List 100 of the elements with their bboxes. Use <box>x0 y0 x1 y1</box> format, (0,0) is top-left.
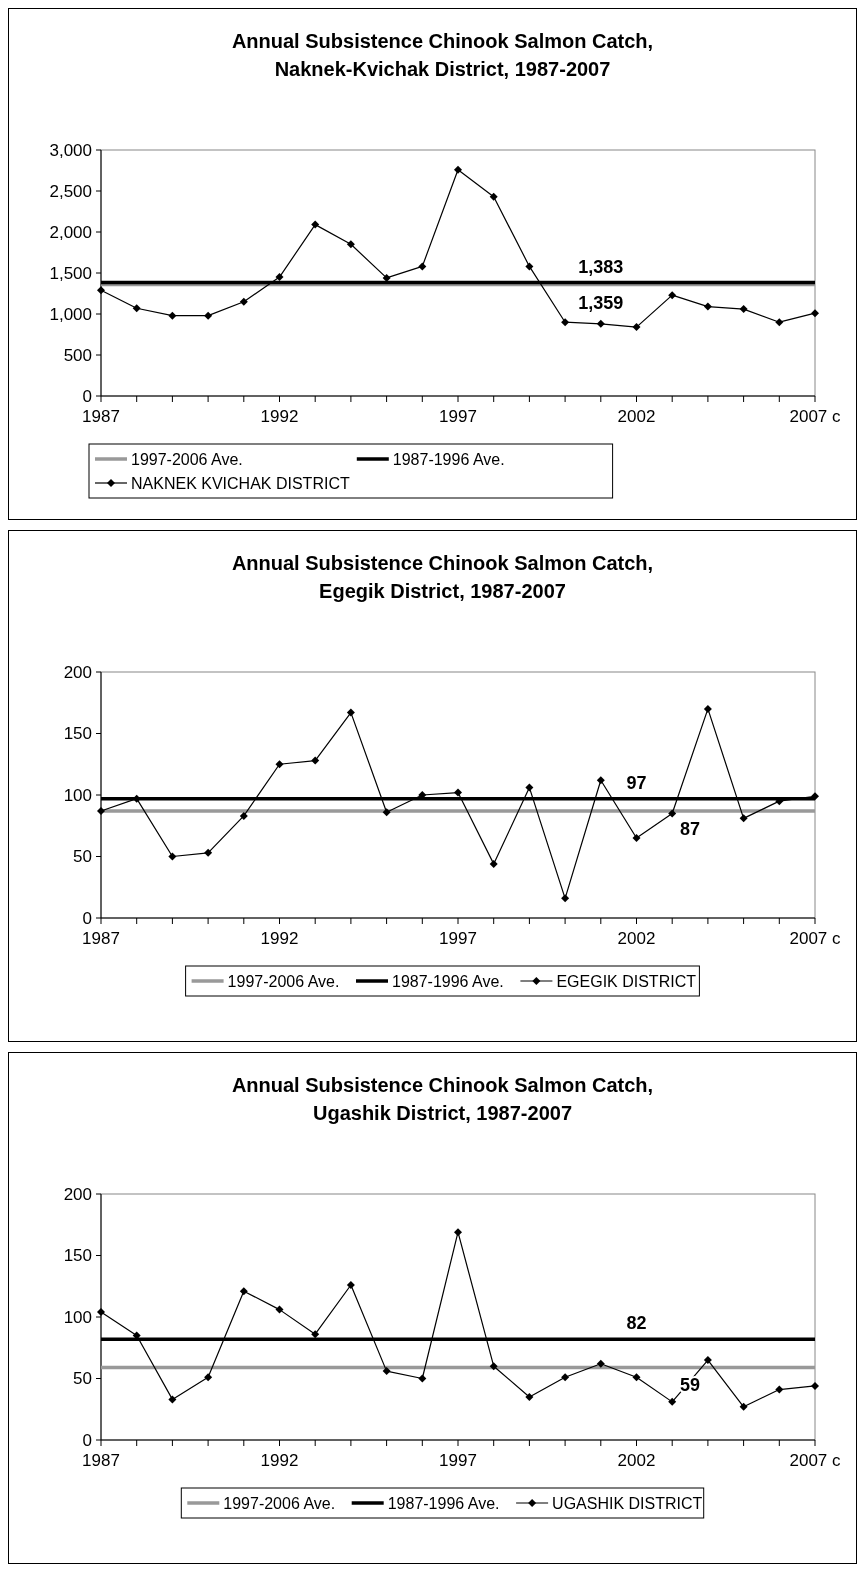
point <box>204 1373 213 1382</box>
chart-title: Annual Subsistence Chinook Salmon Catch, Naknek-Kvichak District, 1987-2007 <box>231 30 654 80</box>
point <box>382 808 391 817</box>
y-tick-label: 150 <box>63 1246 92 1266</box>
point <box>525 262 534 271</box>
chart-title: Annual Subsistence Chinook Salmon Catch, Ugashik District, 1987-2007 <box>231 1074 654 1124</box>
point <box>168 1395 177 1404</box>
point <box>525 1392 534 1401</box>
point <box>489 1362 498 1371</box>
point <box>454 165 462 174</box>
point <box>561 1373 570 1382</box>
point <box>739 814 748 823</box>
y-tick-label: 100 <box>63 1307 92 1327</box>
point <box>311 756 320 765</box>
point <box>596 776 605 785</box>
point <box>811 1381 819 1390</box>
point <box>632 323 641 332</box>
x-tick-label: 2007 c <box>789 407 842 426</box>
point <box>668 291 677 300</box>
point <box>239 1287 248 1296</box>
legend-label: 1997-2006 Ave. <box>131 450 243 468</box>
point <box>204 311 213 320</box>
point <box>454 788 462 797</box>
annotation: 87 <box>680 818 701 839</box>
point <box>311 220 320 229</box>
legend-label: 1997-2006 Ave. <box>223 1494 336 1512</box>
point <box>346 1281 355 1290</box>
x-tick-label: 2007 c <box>789 1451 842 1470</box>
point <box>239 297 248 306</box>
y-tick-label: 0 <box>82 1430 92 1450</box>
x-tick-label: 1997 <box>439 407 477 426</box>
point <box>275 760 284 769</box>
point <box>668 1397 677 1406</box>
point <box>418 1374 427 1383</box>
point <box>97 286 105 295</box>
point <box>811 309 819 318</box>
point <box>382 1367 391 1376</box>
point <box>346 708 355 717</box>
legend-label: NAKNEK KVICHAK DISTRICT <box>131 474 350 492</box>
point <box>275 1305 284 1314</box>
annotation: 97 <box>626 772 647 793</box>
x-tick-label: 1987 <box>82 1451 120 1470</box>
y-tick-label: 0 <box>82 386 92 406</box>
chart-title: Annual Subsistence Chinook Salmon Catch, Egegik District, 1987-2007 <box>231 552 654 602</box>
y-tick-label: 3,000 <box>49 140 92 160</box>
point <box>454 1228 462 1237</box>
x-tick-label: 2002 <box>617 1451 656 1470</box>
point <box>382 273 391 282</box>
y-tick-label: 50 <box>73 847 92 867</box>
point <box>346 240 355 249</box>
point <box>489 859 498 868</box>
point <box>489 192 498 201</box>
x-tick-label: 1992 <box>260 929 299 948</box>
y-tick-label: 1,500 <box>49 263 92 283</box>
x-tick-label: 1987 <box>82 929 120 948</box>
point <box>525 783 534 792</box>
y-tick-label: 100 <box>63 785 92 805</box>
y-tick-label: 50 <box>73 1369 92 1389</box>
point <box>703 302 712 311</box>
point <box>97 806 105 815</box>
y-tick-label: 200 <box>63 1184 92 1204</box>
point <box>418 262 427 271</box>
point <box>168 311 177 320</box>
legend-label: 1987-1996 Ave. <box>392 450 505 468</box>
point <box>703 704 712 713</box>
x-tick-label: 2002 <box>617 407 656 426</box>
legend-label: EGEGIK DISTRICT <box>556 972 697 990</box>
x-tick-label: 1992 <box>260 1451 299 1470</box>
point <box>596 1359 605 1368</box>
point <box>775 318 784 327</box>
y-tick-label: 2,000 <box>49 222 92 242</box>
y-tick-label: 200 <box>63 662 92 682</box>
point <box>703 1356 712 1365</box>
y-tick-label: 2,500 <box>49 181 92 201</box>
x-tick-label: 1997 <box>439 1451 477 1470</box>
legend-label: 1997-2006 Ave. <box>227 972 340 990</box>
y-tick-label: 1,000 <box>49 304 92 324</box>
annotation: 1,383 <box>578 256 624 277</box>
x-tick-label: 1987 <box>82 407 120 426</box>
y-tick-label: 500 <box>63 345 92 365</box>
point <box>132 304 141 313</box>
x-tick-label: 2007 c <box>789 929 842 948</box>
legend-label: 1987-1996 Ave. <box>387 1494 500 1512</box>
point <box>97 1308 105 1317</box>
point <box>775 1385 784 1394</box>
x-tick-label: 1997 <box>439 929 477 948</box>
point <box>739 305 748 314</box>
annotation: 82 <box>626 1313 647 1334</box>
point <box>632 1373 641 1382</box>
point <box>668 809 677 818</box>
point <box>596 319 605 328</box>
y-tick-label: 150 <box>63 724 92 744</box>
point <box>204 848 213 857</box>
legend-label: UGASHIK DISTRICT <box>552 1494 703 1512</box>
point <box>561 318 570 327</box>
point <box>561 894 570 903</box>
annotation: 1,359 <box>578 292 624 313</box>
x-tick-label: 2002 <box>617 929 656 948</box>
point <box>311 1330 320 1339</box>
y-tick-label: 0 <box>82 908 92 928</box>
